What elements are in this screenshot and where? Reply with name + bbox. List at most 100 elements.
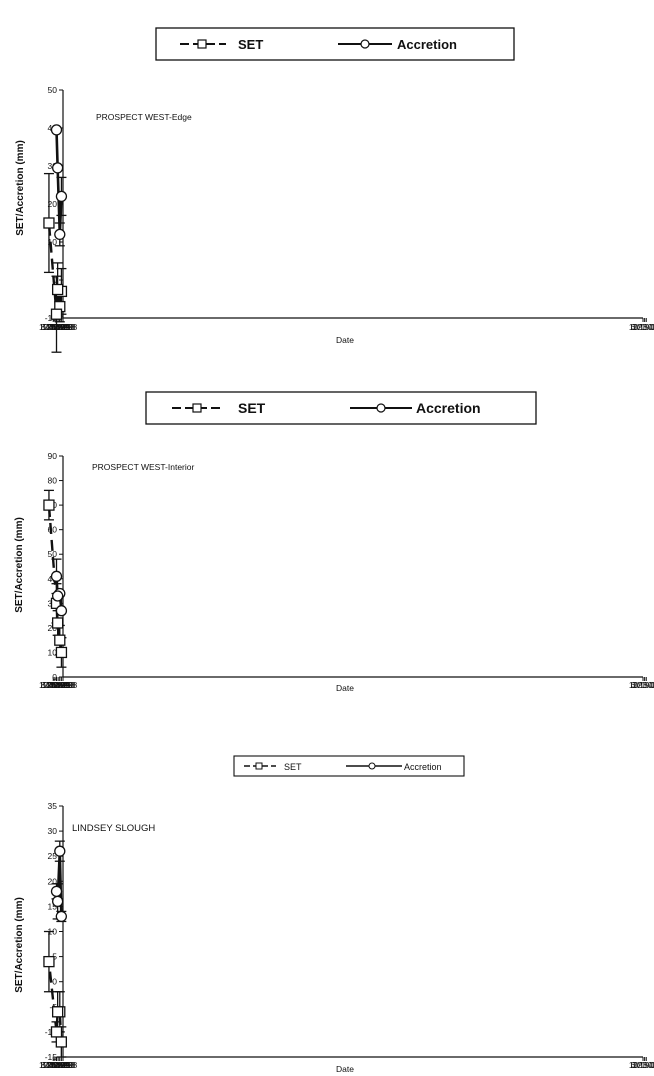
data-point-set (55, 646, 68, 659)
x-tick-label: 4/15/98 (49, 1060, 78, 1070)
data-point-accretion (55, 910, 67, 923)
data-point-accretion (51, 590, 64, 602)
x-tick-label: 11/1/98 (46, 322, 74, 332)
legend-set-marker (192, 403, 202, 413)
plot-area: -15-10-5051015202530354/15/987/24/9811/1… (39, 801, 654, 1070)
x-tick-label: 4/15/98 (49, 322, 78, 332)
x-tick-label: 12/6/99 (39, 1060, 68, 1070)
x-axis-label: Date (336, 1064, 354, 1074)
x-tick-label: 11/1/98 (46, 680, 74, 690)
legend-box (155, 27, 515, 61)
legend: SET Accretion (155, 27, 515, 61)
chart-title: LINDSEY SLOUGH (72, 823, 155, 834)
y-tick-label: 80 (48, 476, 58, 486)
y-tick-label: 15 (48, 901, 58, 911)
data-point-accretion (50, 570, 63, 582)
y-tick-label: 30 (48, 826, 58, 836)
chart-title: PROSPECT WEST-Edge (96, 112, 192, 122)
data-point-set (43, 217, 55, 229)
x-tick-label: 8/28/99 (41, 1060, 70, 1070)
x-axis-label: Date (336, 335, 354, 345)
data-point-set (51, 283, 64, 296)
x-tick-label: 12/6/99 (39, 680, 68, 690)
plot-area: 01020304050607080904/15/987/24/9811/1/98… (39, 451, 654, 690)
x-tick-label: 3/15/00 (632, 1060, 654, 1070)
x-tick-label: 8/28/99 (41, 680, 70, 690)
y-tick-label: 0 (52, 977, 57, 987)
data-point-accretion (51, 895, 64, 908)
legend-accretion-label: Accretion (397, 37, 457, 52)
y-tick-label: -15 (45, 1052, 58, 1062)
x-tick-label: 6/23/00 (630, 322, 654, 332)
data-point-set (50, 1026, 63, 1038)
data-point-set (51, 1006, 64, 1018)
data-point-accretion (55, 605, 68, 617)
y-tick-label: 5 (52, 952, 57, 962)
data-point-set (43, 499, 55, 511)
legend-set-label: SET (284, 762, 302, 772)
data-point-set (50, 308, 63, 320)
x-tick-label: 10/1/00 (629, 680, 654, 690)
data-point-set (43, 955, 55, 968)
y-tick-label: 35 (48, 801, 58, 811)
panel-prospect-west-edge: SET Accretion PROSPECT WEST-Edge SET/Acc… (15, 27, 654, 353)
legend-accretion-marker (368, 762, 376, 770)
x-tick-label: 5/20/99 (42, 680, 71, 690)
plot-area: -10010203040504/15/987/24/9811/1/982/9/9… (39, 85, 654, 353)
series-line-accretion (55, 129, 63, 235)
x-tick-label: 7/24/98 (47, 322, 76, 332)
y-tick-label: 25 (48, 851, 58, 861)
x-tick-label: 11/1/98 (46, 1060, 74, 1070)
y-axis-label: SET/Accretion (mm) (14, 517, 25, 613)
x-tick-label: 7/24/98 (47, 680, 76, 690)
y-axis-label: SET/Accretion (mm) (14, 897, 25, 993)
x-tick-label: 8/28/99 (41, 322, 70, 332)
legend-set-label: SET (238, 37, 263, 52)
x-tick-label: 2/9/99 (46, 322, 70, 332)
y-tick-label: 50 (48, 85, 58, 95)
y-tick-label: 50 (48, 549, 58, 559)
data-point-accretion (50, 885, 63, 897)
x-tick-label: 2/9/99 (46, 1060, 70, 1070)
data-point-set (55, 1036, 67, 1048)
y-tick-label: 60 (48, 525, 58, 535)
y-tick-label: 90 (48, 451, 58, 461)
x-tick-label: 6/23/00 (630, 1060, 654, 1070)
data-point-accretion (54, 845, 66, 857)
x-tick-label: 6/23/00 (630, 680, 654, 690)
x-tick-label: 3/15/00 (632, 680, 654, 690)
y-tick-label: 10 (48, 647, 58, 657)
x-tick-label: 10/1/00 (629, 1060, 654, 1070)
x-tick-label: 12/6/99 (39, 322, 68, 332)
chart-title: PROSPECT WEST-Interior (92, 462, 195, 472)
legend-accretion-label: Accretion (416, 400, 481, 416)
legend-set-label: SET (238, 400, 266, 416)
data-point-set (54, 634, 66, 646)
x-tick-label: 2/9/99 (46, 680, 70, 690)
x-tick-label: 3/15/00 (632, 322, 654, 332)
legend-accretion-label: Accretion (404, 762, 442, 772)
legend-set-marker (197, 39, 207, 49)
y-axis-label: SET/Accretion (mm) (15, 140, 26, 236)
legend-set-marker (255, 762, 263, 770)
y-tick-label: 20 (48, 876, 58, 886)
x-tick-label: 10/1/00 (629, 322, 654, 332)
x-tick-label: 5/20/99 (42, 1060, 71, 1070)
legend-accretion-marker (360, 39, 370, 49)
data-point-set (51, 617, 64, 629)
x-tick-label: 4/15/98 (49, 680, 78, 690)
y-tick-label: 10 (48, 237, 58, 247)
legend: SET Accretion (145, 391, 537, 425)
legend-accretion-marker (376, 403, 386, 413)
x-axis-label: Date (336, 683, 354, 693)
legend: SET Accretion (233, 755, 465, 777)
panel-prospect-west-interior: SET Accretion PROSPECT WEST-Interior SET… (14, 391, 654, 693)
data-point-accretion (55, 190, 68, 203)
panel-lindsey-slough: SET Accretion LINDSEY SLOUGH SET/Accreti… (14, 755, 654, 1074)
x-tick-label: 7/24/98 (47, 1060, 76, 1070)
data-point-accretion (50, 124, 63, 136)
data-point-accretion (51, 162, 64, 174)
data-point-accretion (54, 228, 66, 241)
y-tick-label: 20 (48, 199, 58, 209)
